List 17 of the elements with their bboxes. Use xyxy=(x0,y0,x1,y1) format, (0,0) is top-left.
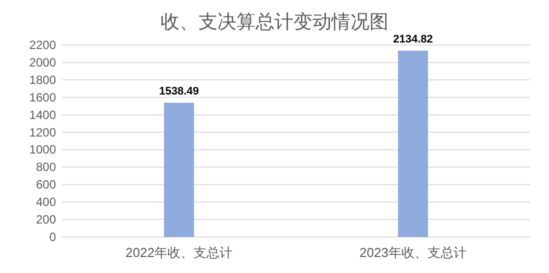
x-tick-label: 2022年收、支总计 xyxy=(126,245,232,260)
y-tick-label: 1000 xyxy=(29,142,56,157)
data-label: 2134.82 xyxy=(393,34,433,46)
y-tick-label: 1600 xyxy=(29,90,56,104)
y-tick-label: 800 xyxy=(36,160,56,174)
y-tick-label: 200 xyxy=(36,212,56,227)
y-tick-label: 2200 xyxy=(29,38,56,52)
data-label: 1538.49 xyxy=(159,86,199,98)
x-tick-label: 2023年收、支总计 xyxy=(360,245,466,260)
chart-title: 收、支决算总计变动情况图 xyxy=(160,11,388,33)
y-tick-label: 600 xyxy=(36,178,56,192)
y-tick-label: 400 xyxy=(36,195,56,210)
y-tick-label: 1200 xyxy=(29,125,56,140)
y-tick-label: 1400 xyxy=(29,108,56,122)
y-tick-label: 1800 xyxy=(29,72,56,87)
y-tick-label: 0 xyxy=(49,230,56,244)
y-tick-label: 2000 xyxy=(29,55,56,70)
